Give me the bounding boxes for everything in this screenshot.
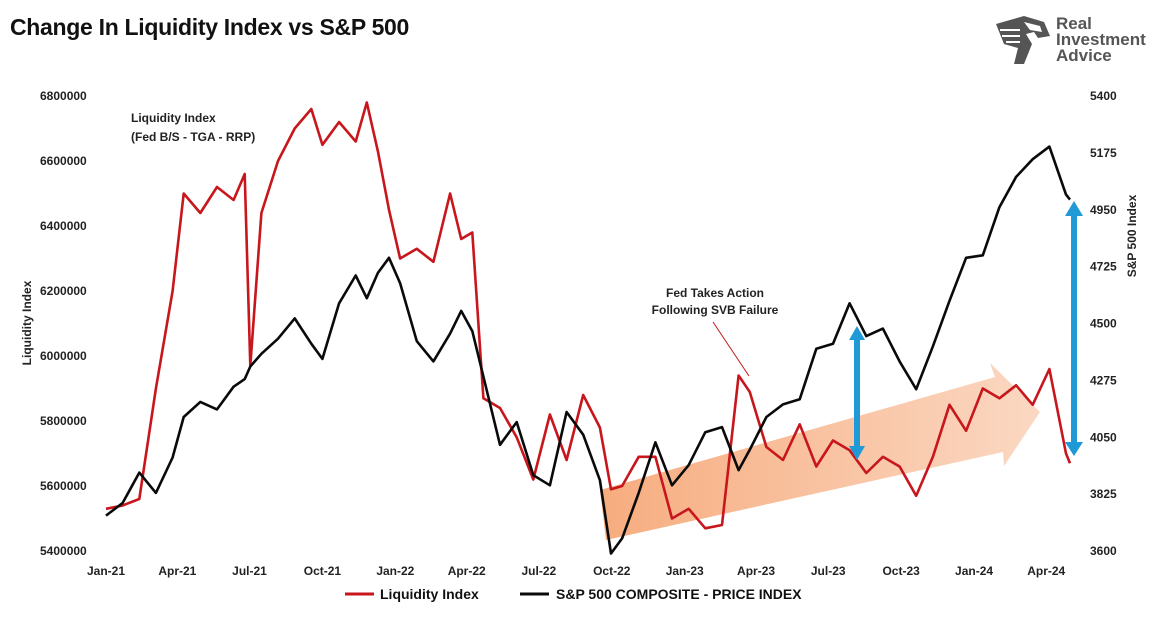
x-axis-ticks: Jan-21 Apr-21 Jul-21 Oct-21 Jan-22 Apr-22 Jul-… — [87, 564, 1066, 578]
right-tick-label: 3600 — [1090, 544, 1117, 558]
series-group — [105, 101, 1072, 555]
eagle-head-icon — [996, 16, 1050, 64]
x-tick-label: Jan-23 — [666, 564, 704, 578]
left-axis-title: Liquidity Index — [20, 280, 34, 365]
right-tick-label: 4275 — [1090, 373, 1117, 387]
left-tick-label: 6600000 — [40, 154, 87, 168]
x-tick-label: Jul-23 — [811, 564, 846, 578]
brand-line-1: Real — [1056, 14, 1092, 33]
right-axis-ticks: 5400 5175 4950 4725 4500 4275 4050 3825 3600 — [1090, 89, 1117, 558]
right-tick-label: 4050 — [1090, 430, 1117, 444]
x-tick-label: Apr-23 — [737, 564, 775, 578]
right-tick-label: 5175 — [1090, 146, 1117, 160]
brand-line-2: Investment — [1056, 30, 1146, 49]
sp500-line — [105, 145, 1072, 555]
brand-logo: Real Investment Advice — [994, 14, 1154, 70]
left-tick-label: 5400000 — [40, 544, 87, 558]
brand-line-3: Advice — [1056, 46, 1112, 65]
x-tick-label: Jan-21 — [87, 564, 125, 578]
liquidity-index-line — [105, 101, 1072, 530]
x-tick-label: Jul-21 — [232, 564, 267, 578]
left-axis-ticks: 6800000 6600000 6400000 6200000 6000000 58000… — [40, 89, 87, 558]
right-tick-label: 4950 — [1090, 203, 1117, 217]
x-tick-label: Apr-22 — [448, 564, 486, 578]
liquidity-annotation-title: Liquidity Index — [131, 111, 216, 125]
x-tick-label: Jan-24 — [955, 564, 993, 578]
left-tick-label: 6000000 — [40, 349, 87, 363]
right-tick-label: 5400 — [1090, 89, 1117, 103]
legend: Liquidity Index S&P 500 COMPOSITE - PRIC… — [345, 586, 802, 602]
x-tick-label: Oct-21 — [304, 564, 342, 578]
x-tick-label: Jul-22 — [522, 564, 557, 578]
right-tick-label: 4725 — [1090, 260, 1117, 274]
blue-arrow-apr24 — [1065, 201, 1083, 456]
x-tick-label: Apr-21 — [158, 564, 196, 578]
chart-title: Change In Liquidity Index vs S&P 500 — [10, 14, 410, 40]
liquidity-annotation-formula: (Fed B/S - TGA - RRP) — [131, 130, 255, 144]
fed-annotation-line1: Fed Takes Action — [666, 286, 764, 300]
left-tick-label: 6400000 — [40, 219, 87, 233]
fed-annotation-line2: Following SVB Failure — [652, 303, 779, 317]
blue-arrow-jul23 — [849, 326, 865, 460]
right-axis-title: S&P 500 Index — [1125, 194, 1139, 277]
x-tick-label: Oct-22 — [593, 564, 631, 578]
right-tick-label: 3825 — [1090, 487, 1117, 501]
x-tick-label: Oct-23 — [882, 564, 920, 578]
left-tick-label: 6800000 — [40, 89, 87, 103]
x-tick-label: Apr-24 — [1027, 564, 1065, 578]
fed-annotation-pointer — [712, 321, 750, 377]
left-tick-label: 5600000 — [40, 479, 87, 493]
left-tick-label: 5800000 — [40, 414, 87, 428]
right-tick-label: 4500 — [1090, 317, 1117, 331]
left-tick-label: 6200000 — [40, 284, 87, 298]
legend-liquidity-label: Liquidity Index — [380, 586, 479, 602]
trend-arrow — [600, 363, 1040, 540]
brand-name: Real Investment Advice — [1056, 14, 1146, 65]
x-tick-label: Jan-22 — [376, 564, 414, 578]
legend-sp500-label: S&P 500 COMPOSITE - PRICE INDEX — [556, 586, 802, 602]
